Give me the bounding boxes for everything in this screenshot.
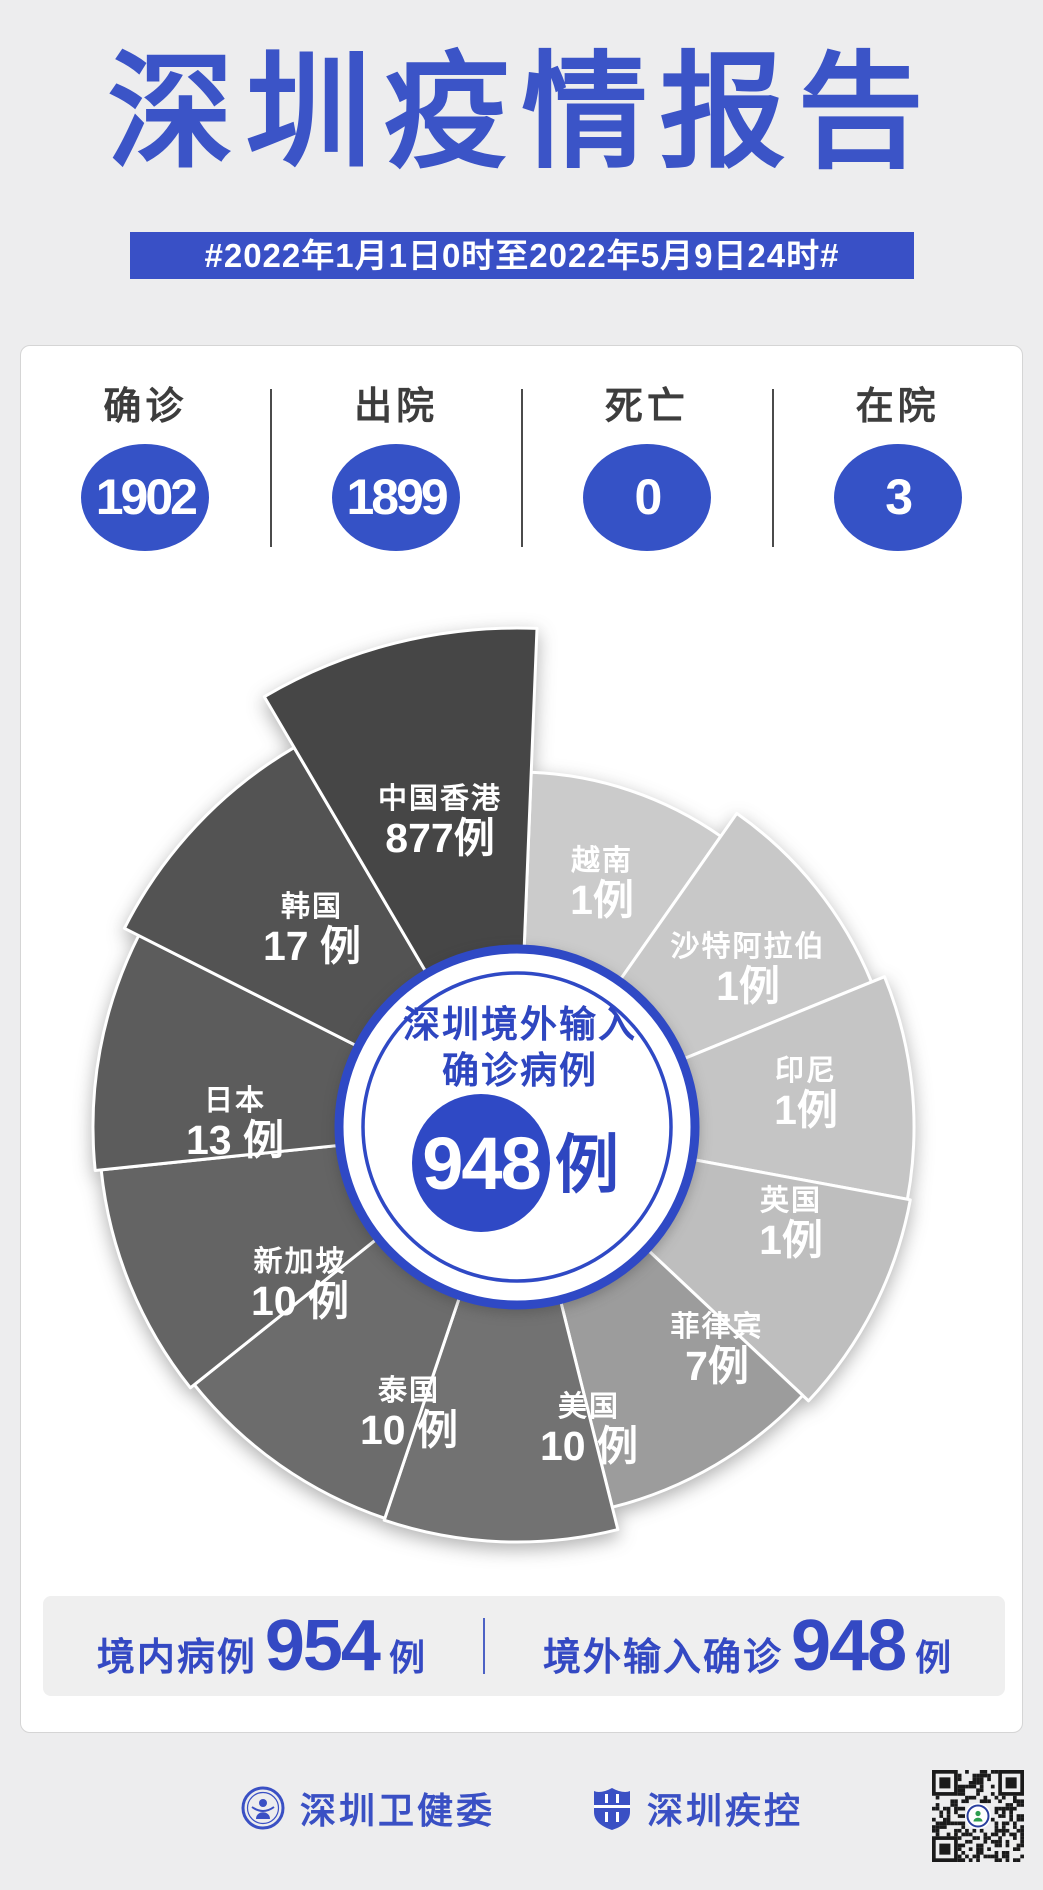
domestic-total-unit: 例 <box>388 1637 425 1678</box>
imported-total-label: 境外输入确诊 <box>543 1637 784 1679</box>
org-shenzhen-cdc: 深圳疾控 <box>591 1782 803 1834</box>
stat-label: 死亡 <box>604 386 689 428</box>
stat-value-badge: 1899 <box>332 444 461 551</box>
stat-label: 出院 <box>354 386 439 428</box>
stat-discharged: 出院 1899 <box>271 375 522 551</box>
imported-total-value: 948 <box>791 1606 907 1686</box>
stat-value-badge: 1902 <box>81 444 210 551</box>
report-period-banner: #2022年1月1日0时至2022年5月9日24时# <box>130 232 914 279</box>
stat-divider <box>772 389 774 547</box>
stat-value-badge: 0 <box>582 444 711 551</box>
page-title: 深圳疫情报告 <box>107 42 936 183</box>
stat-divider <box>270 389 272 547</box>
stat-divider <box>521 389 523 547</box>
imported-total: 境外输入确诊 948 例 <box>543 1605 951 1687</box>
stat-in-hospital: 在院 3 <box>772 375 1023 551</box>
stat-value-badge: 3 <box>833 444 962 551</box>
org-name: 深圳疾控 <box>647 1790 804 1831</box>
totals-bar: 境内病例 954 例 境外输入确诊 948 例 <box>43 1596 1005 1696</box>
summary-stats-row: 确诊 1902 出院 1899 死亡 0 在院 3 <box>20 375 1023 551</box>
cdc-shield-icon <box>594 1788 630 1830</box>
stat-deaths: 死亡 0 <box>522 375 773 551</box>
imported-total-unit: 例 <box>915 1637 952 1678</box>
stat-label: 在院 <box>855 386 940 428</box>
domestic-total: 境内病例 954 例 <box>97 1605 425 1687</box>
domestic-total-label: 境内病例 <box>96 1637 257 1679</box>
org-shenzhen-health-commission: 深圳卫健委 <box>240 1782 495 1834</box>
org-name: 深圳卫健委 <box>299 1790 495 1831</box>
report-card <box>20 345 1023 1733</box>
qr-code <box>932 1770 1024 1862</box>
totals-divider <box>483 1618 485 1674</box>
stat-confirmed: 确诊 1902 <box>20 375 271 551</box>
footer: 深圳卫健委 深圳疾控 <box>0 1782 1043 1834</box>
stat-label: 确诊 <box>103 386 188 428</box>
health-commission-seal-icon <box>241 1786 285 1830</box>
domestic-total-value: 954 <box>264 1606 381 1686</box>
